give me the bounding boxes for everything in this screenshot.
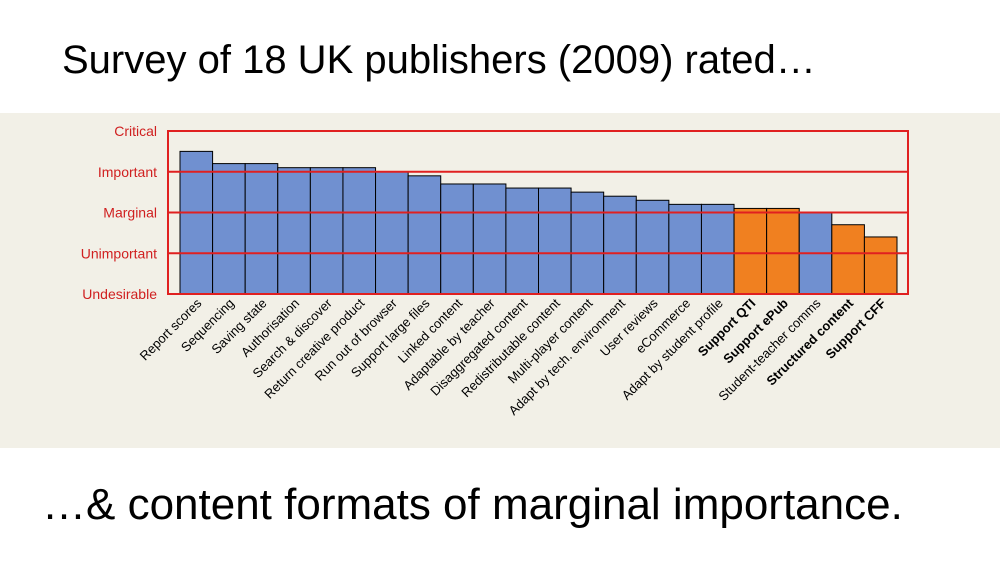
bar [212, 163, 246, 295]
bar [863, 236, 898, 295]
bar [179, 150, 214, 295]
bar [309, 167, 344, 295]
y-tick-label: Important [98, 164, 157, 180]
bar [733, 207, 768, 295]
bar [603, 195, 637, 295]
bar [700, 203, 735, 295]
y-tick-label: Unimportant [81, 245, 157, 261]
bar-chart: Undesirable Unimportant Marginal Important C… [81, 123, 909, 418]
bar [831, 224, 865, 295]
bar [635, 199, 670, 295]
bar [375, 171, 409, 295]
chart-panel: Undesirable Unimportant Marginal Important C… [0, 113, 1000, 448]
y-tick-label: Critical [114, 123, 157, 139]
slide-footer: …& content formats of marginal importanc… [42, 480, 903, 529]
bar [472, 183, 507, 295]
bar [407, 175, 442, 295]
y-tick-label: Marginal [103, 205, 157, 221]
bar [244, 163, 279, 295]
bar [668, 203, 702, 295]
bar [538, 187, 572, 295]
bar [277, 167, 311, 295]
slide-title: Survey of 18 UK publishers (2009) rated… [62, 38, 816, 82]
bar [570, 191, 605, 295]
bar [342, 167, 377, 295]
y-tick-label: Undesirable [82, 286, 157, 302]
bar [505, 187, 539, 295]
bar [440, 183, 474, 295]
bar [766, 207, 800, 295]
